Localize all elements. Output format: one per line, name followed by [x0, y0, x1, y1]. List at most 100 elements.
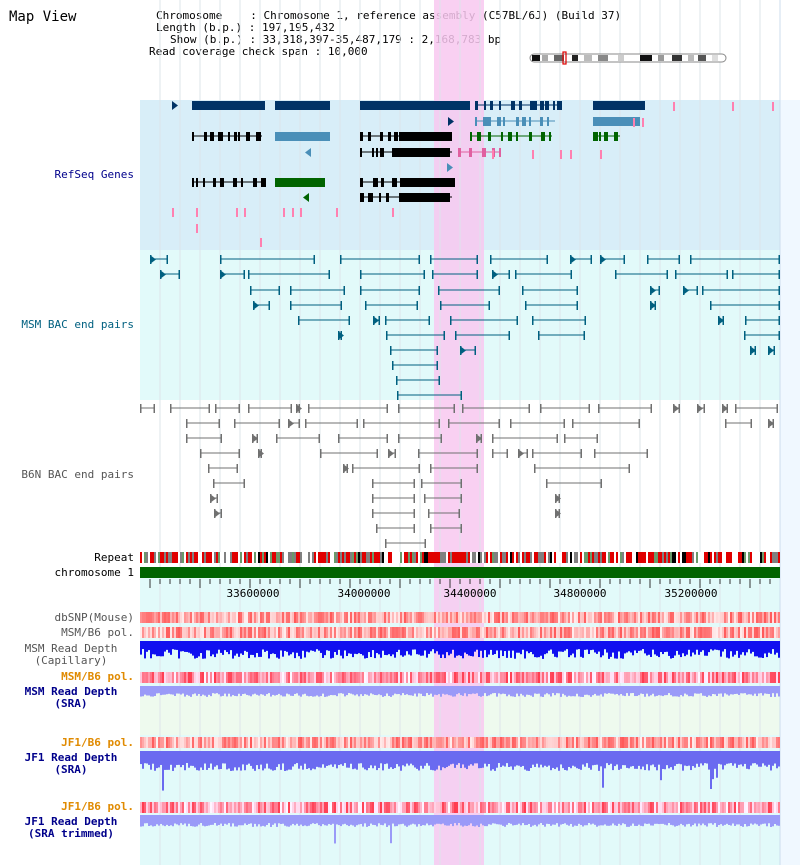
dbsnp-heat-segment [394, 612, 396, 623]
jf1-depth-sra-bar [386, 751, 388, 764]
jf1-b6-pol-heat-segment [750, 737, 752, 748]
jf1-b6-pol-heat-segment [222, 737, 224, 748]
jf1-b6-pol-heat-segment [600, 737, 602, 748]
jf1-b6-pol2-track-label[interactable]: JF1/B6 pol. [61, 800, 134, 813]
repeat-segment [762, 552, 764, 563]
msm-depth-capillary-bar [350, 641, 352, 654]
msm-b6-pol-heat-segment [670, 627, 672, 638]
msm-depth-capillary-bar [190, 641, 192, 654]
msm-depth-sra-bar [142, 686, 144, 697]
jf1-b6-pol-heat-segment [394, 737, 396, 748]
jf1-depth-sra-bar [192, 751, 194, 766]
jf1-depth-sra-bar [536, 751, 538, 764]
jf1-b6-pol2-heat-segment [550, 802, 552, 813]
dbsnp-heat-segment [676, 612, 678, 623]
jf1-b6-pol-track-label[interactable]: JF1/B6 pol. [61, 736, 134, 749]
msm-bac-track-label[interactable]: MSM BAC end pairs [21, 318, 134, 331]
msm-depth-capillary-bar [160, 641, 162, 657]
jf1-b6-pol2-heat-segment [294, 802, 296, 813]
msm-depth-capillary-bar [608, 641, 610, 659]
jf1-depth-trim-bar [486, 815, 488, 827]
msm-depth-capillary-bar [146, 641, 148, 652]
jf1-b6-pol2-heat-segment [658, 802, 660, 813]
jf1-depth-sra-bar [630, 751, 632, 767]
jf1-b6-pol-heat-segment [204, 737, 206, 748]
msm-bac-end [474, 346, 476, 355]
msm-depth-sra-bar [370, 686, 372, 694]
jf1-depth-sra-bar [752, 751, 754, 764]
jf1-depth-trim-bar [626, 815, 628, 827]
repeat-segment [666, 552, 668, 563]
msm-bac-end [278, 286, 280, 295]
jf1-b6-pol-heat-segment [416, 737, 418, 748]
msm-depth-capillary-bar [554, 641, 556, 657]
jf1-b6-pol2-heat-segment [178, 802, 180, 813]
jf1-b6-pol-heat-segment [448, 737, 450, 748]
jf1-b6-pol2-heat-segment [744, 802, 746, 813]
dbsnp-heat-segment [166, 612, 168, 623]
msm-b6-pol-heat-segment [496, 627, 498, 638]
msm-depth-capillary-label[interactable]: MSM Read Depth (Capillary) [0, 643, 142, 667]
msm-b6-pol2-heat-segment [660, 672, 662, 683]
dbsnp-heat-segment [164, 612, 166, 623]
b6n-bac-arrow [288, 419, 294, 428]
msm-depth-capillary-bar [486, 641, 488, 658]
jf1-depth-sra-bar [580, 751, 582, 770]
msm-depth-sra-bar [350, 686, 352, 694]
jf1-depth-trim-bar [434, 815, 436, 825]
repeat-segment [556, 552, 558, 563]
msm-b6-pol2-heat-segment [366, 672, 368, 683]
msm-b6-pol-track-label[interactable]: MSM/B6 pol. [61, 626, 134, 639]
msm-depth-sra-label[interactable]: MSM Read Depth (SRA) [0, 686, 142, 710]
jf1-depth-sra-bar [226, 751, 228, 770]
msm-b6-pol2-heat-segment [548, 672, 550, 683]
jf1-b6-pol-heat-segment [706, 737, 708, 748]
msm-bac-arrow [650, 301, 656, 310]
jf1-depth-trim-bar [764, 815, 766, 824]
b6n-bac-track-label[interactable]: B6N BAC end pairs [21, 468, 134, 481]
msm-depth-sra-bar [648, 686, 650, 697]
jf1-depth-trim-bar [750, 815, 752, 824]
msm-b6-pol-heat-segment [244, 627, 246, 638]
msm-depth-capillary-bar [214, 641, 216, 658]
msm-b6-pol-heat-segment [276, 627, 278, 638]
msm-depth-sra-bar [314, 686, 316, 697]
jf1-depth-trim-bar [594, 815, 596, 825]
msm-b6-pol-heat-segment [438, 627, 440, 638]
jf1-b6-pol-heat-segment [610, 737, 612, 748]
msm-b6-pol2-heat-segment [190, 672, 192, 683]
jf1-b6-pol2-heat-segment [208, 802, 210, 813]
jf1-b6-pol2-heat-segment [200, 802, 202, 813]
msm-depth-capillary-bar [322, 641, 324, 658]
msm-b6-pol2-heat-segment [464, 672, 466, 683]
jf1-b6-pol2-heat-segment [410, 802, 412, 813]
jf1-depth-sra-bar [416, 751, 418, 769]
repeat-segment [626, 552, 628, 563]
msm-b6-pol2-track-label[interactable]: MSM/B6 pol. [61, 670, 134, 683]
repeat-segment [588, 552, 590, 563]
msm-depth-capillary-bar [762, 641, 764, 658]
jf1-depth-trim-label[interactable]: JF1 Read Depth (SRA trimmed) [0, 816, 142, 840]
ideogram-position-marker[interactable] [562, 51, 567, 65]
msm-b6-pol2-heat-segment [578, 672, 580, 683]
dbsnp-track-label[interactable]: dbSNP(Mouse) [54, 611, 134, 624]
jf1-b6-pol2-heat-segment [180, 802, 182, 813]
b6n-bac-end [218, 419, 220, 428]
jf1-depth-trim-bar [442, 815, 444, 824]
dbsnp-heat-segment [414, 612, 416, 623]
msm-depth-sra-bar [498, 686, 500, 694]
jf1-depth-sra-label[interactable]: JF1 Read Depth (SRA) [0, 752, 142, 776]
msm-depth-capillary-bar [186, 641, 188, 652]
msm-bac-end [343, 286, 345, 295]
refseq-track-label[interactable]: RefSeq Genes [54, 168, 134, 181]
msm-b6-pol-heat-segment [648, 627, 650, 638]
chromosome-ideogram[interactable] [528, 51, 728, 65]
msm-b6-pol2-heat-segment [478, 672, 480, 683]
jf1-depth-trim-bar [172, 815, 174, 827]
msm-b6-pol-heat-segment [426, 627, 428, 638]
msm-b6-pol-heat-segment [308, 627, 310, 638]
jf1-depth-sra-bar [146, 751, 148, 764]
jf1-depth-trim-bar [416, 815, 418, 827]
jf1-b6-pol2-heat-segment [478, 802, 480, 813]
